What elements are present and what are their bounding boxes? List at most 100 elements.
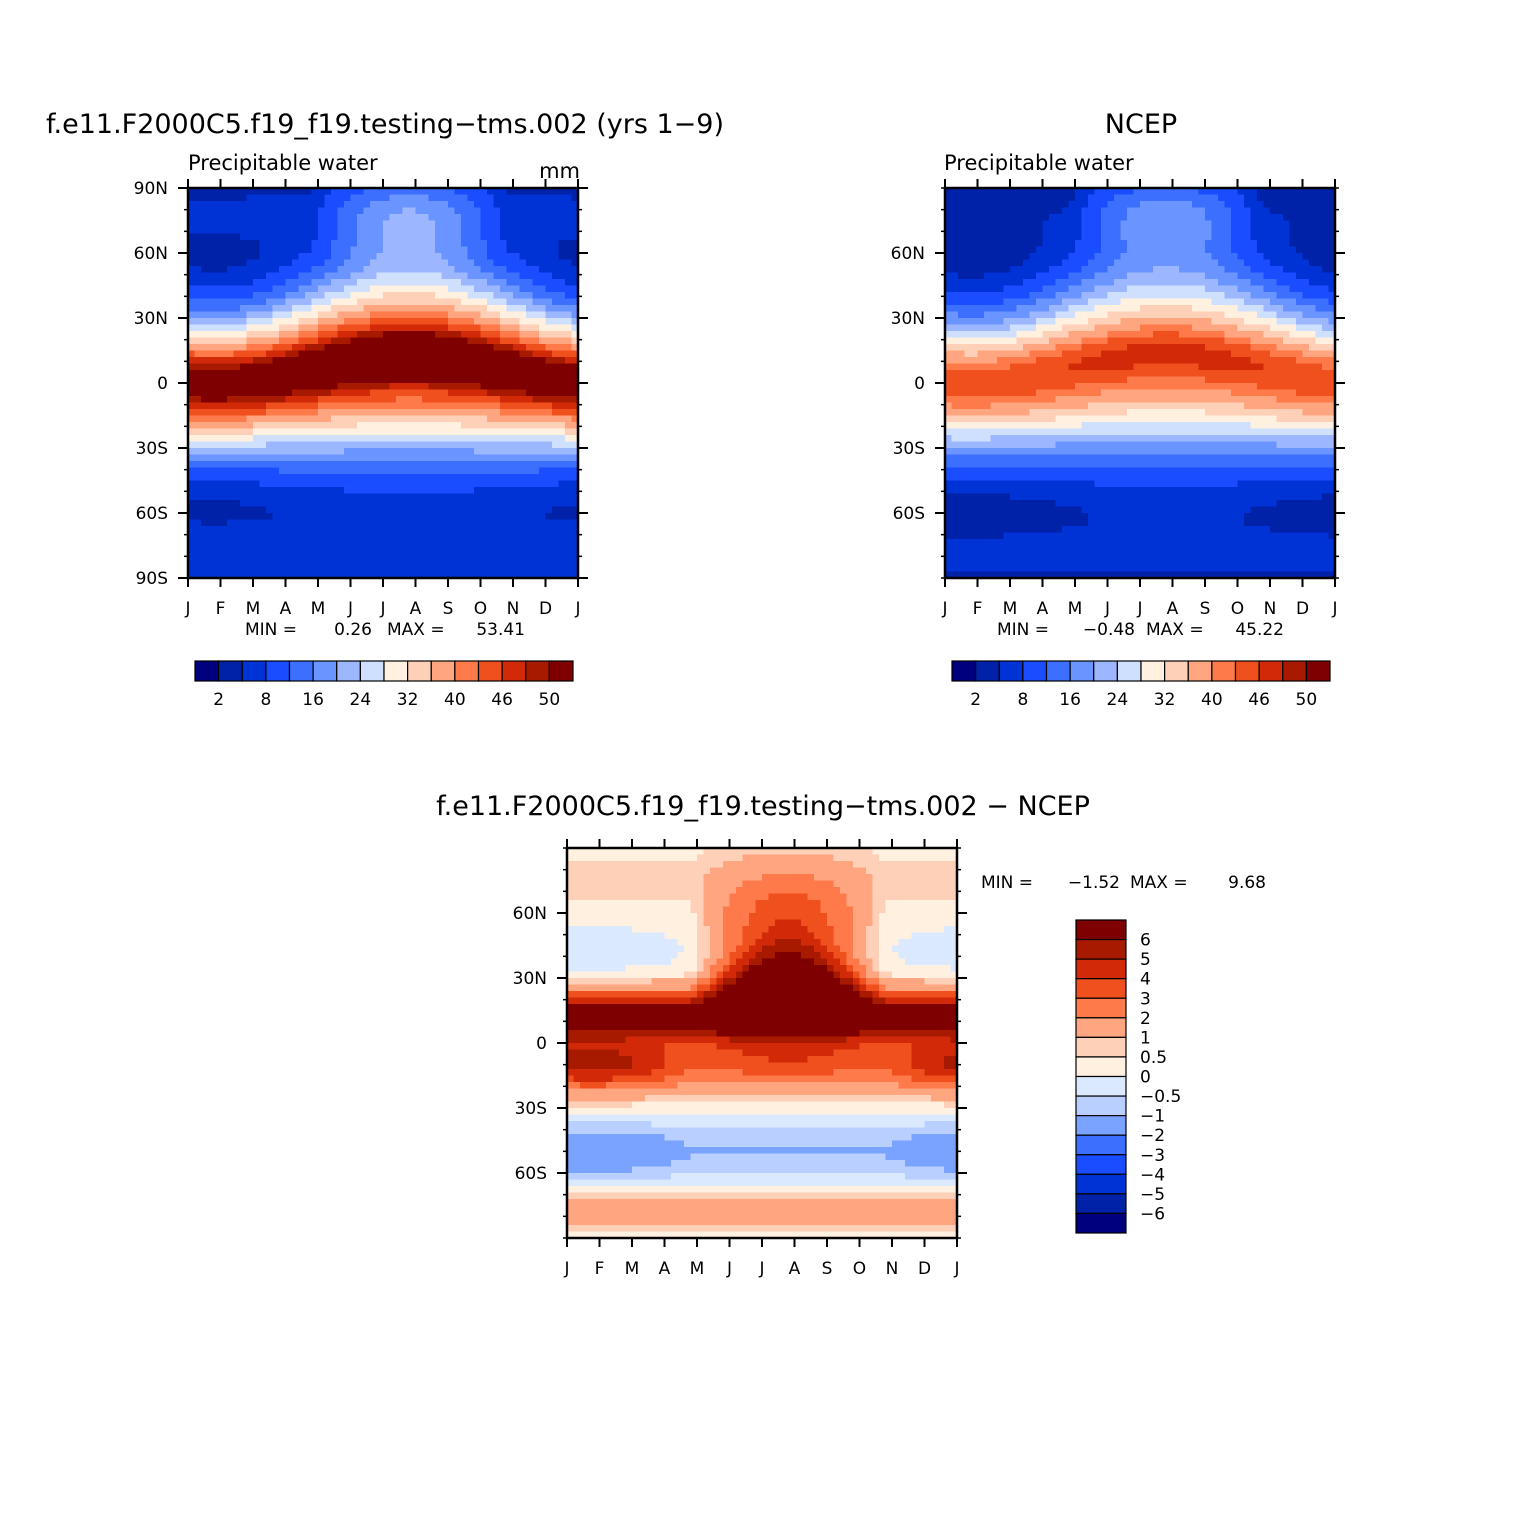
contour-cell [266, 292, 274, 300]
contour-cell [1237, 194, 1245, 202]
contour-cell [513, 532, 521, 540]
contour-cell [396, 246, 404, 254]
contour-cell [1081, 272, 1089, 280]
contour-cell [552, 259, 560, 267]
contour-cell [519, 565, 527, 573]
contour-cell [396, 266, 404, 274]
contour-cell [292, 370, 300, 378]
contour-cell [1049, 272, 1057, 280]
contour-cell [1166, 311, 1174, 319]
contour-cell [396, 454, 404, 462]
contour-cell [201, 487, 209, 495]
contour-cell [435, 357, 443, 365]
contour-cell [1146, 292, 1154, 300]
contour-cell [448, 513, 456, 521]
contour-cell [233, 474, 241, 482]
contour-cell [357, 305, 365, 313]
contour-cell [565, 396, 573, 404]
contour-cell [1127, 240, 1135, 248]
contour-cell [188, 246, 196, 254]
contour-cell [1016, 233, 1024, 241]
contour-cell [318, 565, 326, 573]
contour-cell [376, 532, 384, 540]
contour-cell [233, 435, 241, 443]
contour-cell [545, 461, 553, 469]
contour-cell [253, 539, 261, 547]
contour-cell [305, 292, 313, 300]
contour-cell [1159, 201, 1167, 209]
contour-cell [1023, 272, 1031, 280]
contour-cell [454, 240, 462, 248]
contour-cell [207, 266, 215, 274]
contour-cell [402, 474, 410, 482]
contour-cell [552, 363, 560, 371]
contour-cell [428, 311, 436, 319]
contour-cell [1211, 285, 1219, 293]
contour-cell [487, 220, 495, 228]
contour-cell [220, 487, 228, 495]
contour-cell [389, 448, 397, 456]
contour-cell [964, 220, 972, 228]
contour-cell [214, 435, 222, 443]
contour-cell [1140, 227, 1148, 235]
contour-cell [331, 402, 339, 410]
contour-cell [1302, 233, 1310, 241]
contour-cell [214, 240, 222, 248]
contour-cell [1114, 246, 1122, 254]
contour-cell [1101, 259, 1109, 267]
contour-cell [207, 357, 215, 365]
contour-cell [227, 357, 235, 365]
contour-cell [958, 298, 966, 306]
contour-cell [396, 552, 404, 560]
contour-cell [298, 305, 306, 313]
contour-cell [474, 305, 482, 313]
contour-cell [500, 253, 508, 261]
contour-cell [493, 214, 501, 222]
contour-cell [1068, 311, 1076, 319]
contour-cell [448, 539, 456, 547]
contour-cell [1192, 285, 1200, 293]
contour-cell [337, 285, 345, 293]
contour-cell [558, 188, 566, 196]
contour-cell [519, 467, 527, 475]
contour-cell [363, 279, 371, 287]
contour-cell [493, 539, 501, 547]
contour-cell [958, 246, 966, 254]
contour-cell [532, 409, 540, 417]
contour-cell [435, 298, 443, 306]
contour-cell [1153, 214, 1161, 222]
contour-cell [428, 454, 436, 462]
contour-cell [422, 324, 430, 332]
contour-cell [1003, 305, 1011, 313]
contour-cell [337, 227, 345, 235]
contour-cell [480, 422, 488, 430]
contour-cell [1205, 214, 1213, 222]
contour-cell [558, 389, 566, 397]
contour-cell [376, 558, 384, 566]
contour-cell [194, 240, 202, 248]
contour-cell [344, 532, 352, 540]
contour-cell [363, 565, 371, 573]
contour-cell [454, 253, 462, 261]
contour-cell [454, 487, 462, 495]
contour-cell [298, 363, 306, 371]
contour-cell [305, 565, 313, 573]
contour-cell [461, 396, 469, 404]
contour-cell [1224, 298, 1232, 306]
contour-cell [331, 558, 339, 566]
contour-cell [194, 500, 202, 508]
contour-cell [220, 474, 228, 482]
contour-cell [201, 305, 209, 313]
contour-cell [571, 305, 579, 313]
contour-cell [279, 415, 287, 423]
contour-cell [357, 558, 365, 566]
contour-cell [370, 246, 378, 254]
contour-cell [227, 344, 235, 352]
contour-cell [539, 363, 547, 371]
contour-cell [1309, 272, 1317, 280]
contour-cell [324, 532, 332, 540]
contour-cell [1283, 279, 1291, 287]
contour-cell [441, 240, 449, 248]
contour-cell [240, 435, 248, 443]
contour-cell [487, 383, 495, 391]
